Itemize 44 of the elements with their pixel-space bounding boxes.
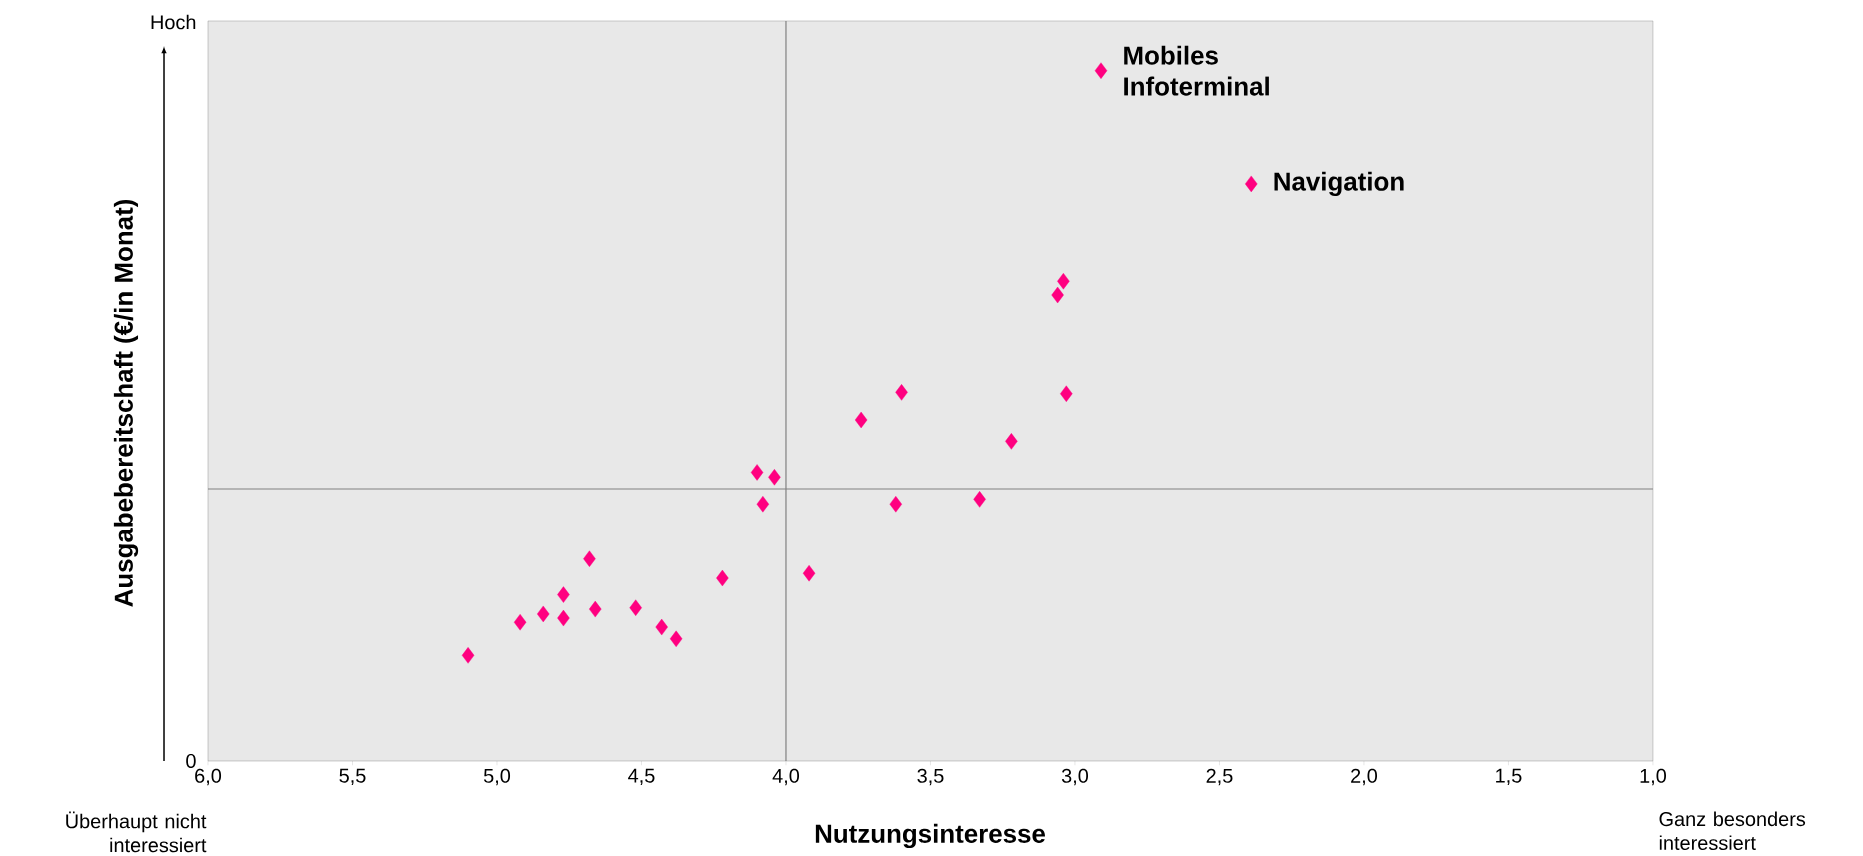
point	[1051, 287, 1064, 304]
x-tick-label: 2,5	[1206, 768, 1233, 786]
x-tick-label: 3,5	[917, 768, 944, 786]
x-axis-title: Nutzungsinteresse	[815, 824, 1045, 849]
point	[756, 496, 770, 513]
point	[973, 491, 986, 508]
point	[589, 601, 602, 618]
annotation: Navigation	[1274, 171, 1404, 197]
point	[461, 647, 475, 664]
point	[895, 384, 908, 401]
point	[802, 565, 816, 582]
x-tick-label: 5,0	[483, 768, 511, 786]
point	[513, 614, 527, 631]
x-tick-label: 2,0	[1351, 768, 1378, 786]
text: Ganz besonders interessiert	[1659, 811, 1806, 851]
x-tick-label: 3,0	[1061, 768, 1089, 786]
point	[854, 411, 868, 429]
y-axis-title: Ausgabebereitschaft (€/in Monat)	[113, 200, 139, 607]
annotation: Mobiles Infoterminal	[1124, 45, 1269, 96]
point	[583, 550, 596, 568]
point	[655, 619, 668, 636]
point	[1057, 273, 1070, 290]
point	[716, 570, 729, 587]
point	[557, 610, 570, 627]
x-tick-label: 1,0	[1640, 768, 1667, 786]
point	[669, 630, 683, 648]
x-tick-label: 4,0	[772, 768, 800, 786]
point	[768, 469, 781, 486]
text: Überhaupt nicht interessiert	[66, 811, 207, 853]
point	[1245, 175, 1258, 193]
point	[557, 586, 570, 604]
x-tick-label: 5,5	[339, 768, 366, 786]
x-tick-label: 4,5	[628, 768, 655, 786]
point	[1094, 62, 1108, 80]
text: 0	[186, 754, 196, 769]
point	[750, 464, 764, 481]
point	[629, 599, 642, 617]
point	[1005, 433, 1018, 450]
x-tick-label: 6,0	[195, 768, 222, 786]
text: Hoch	[151, 14, 196, 30]
point	[537, 605, 550, 623]
x-tick-label: 1,5	[1496, 768, 1522, 786]
point	[1060, 385, 1073, 403]
point	[889, 496, 902, 513]
